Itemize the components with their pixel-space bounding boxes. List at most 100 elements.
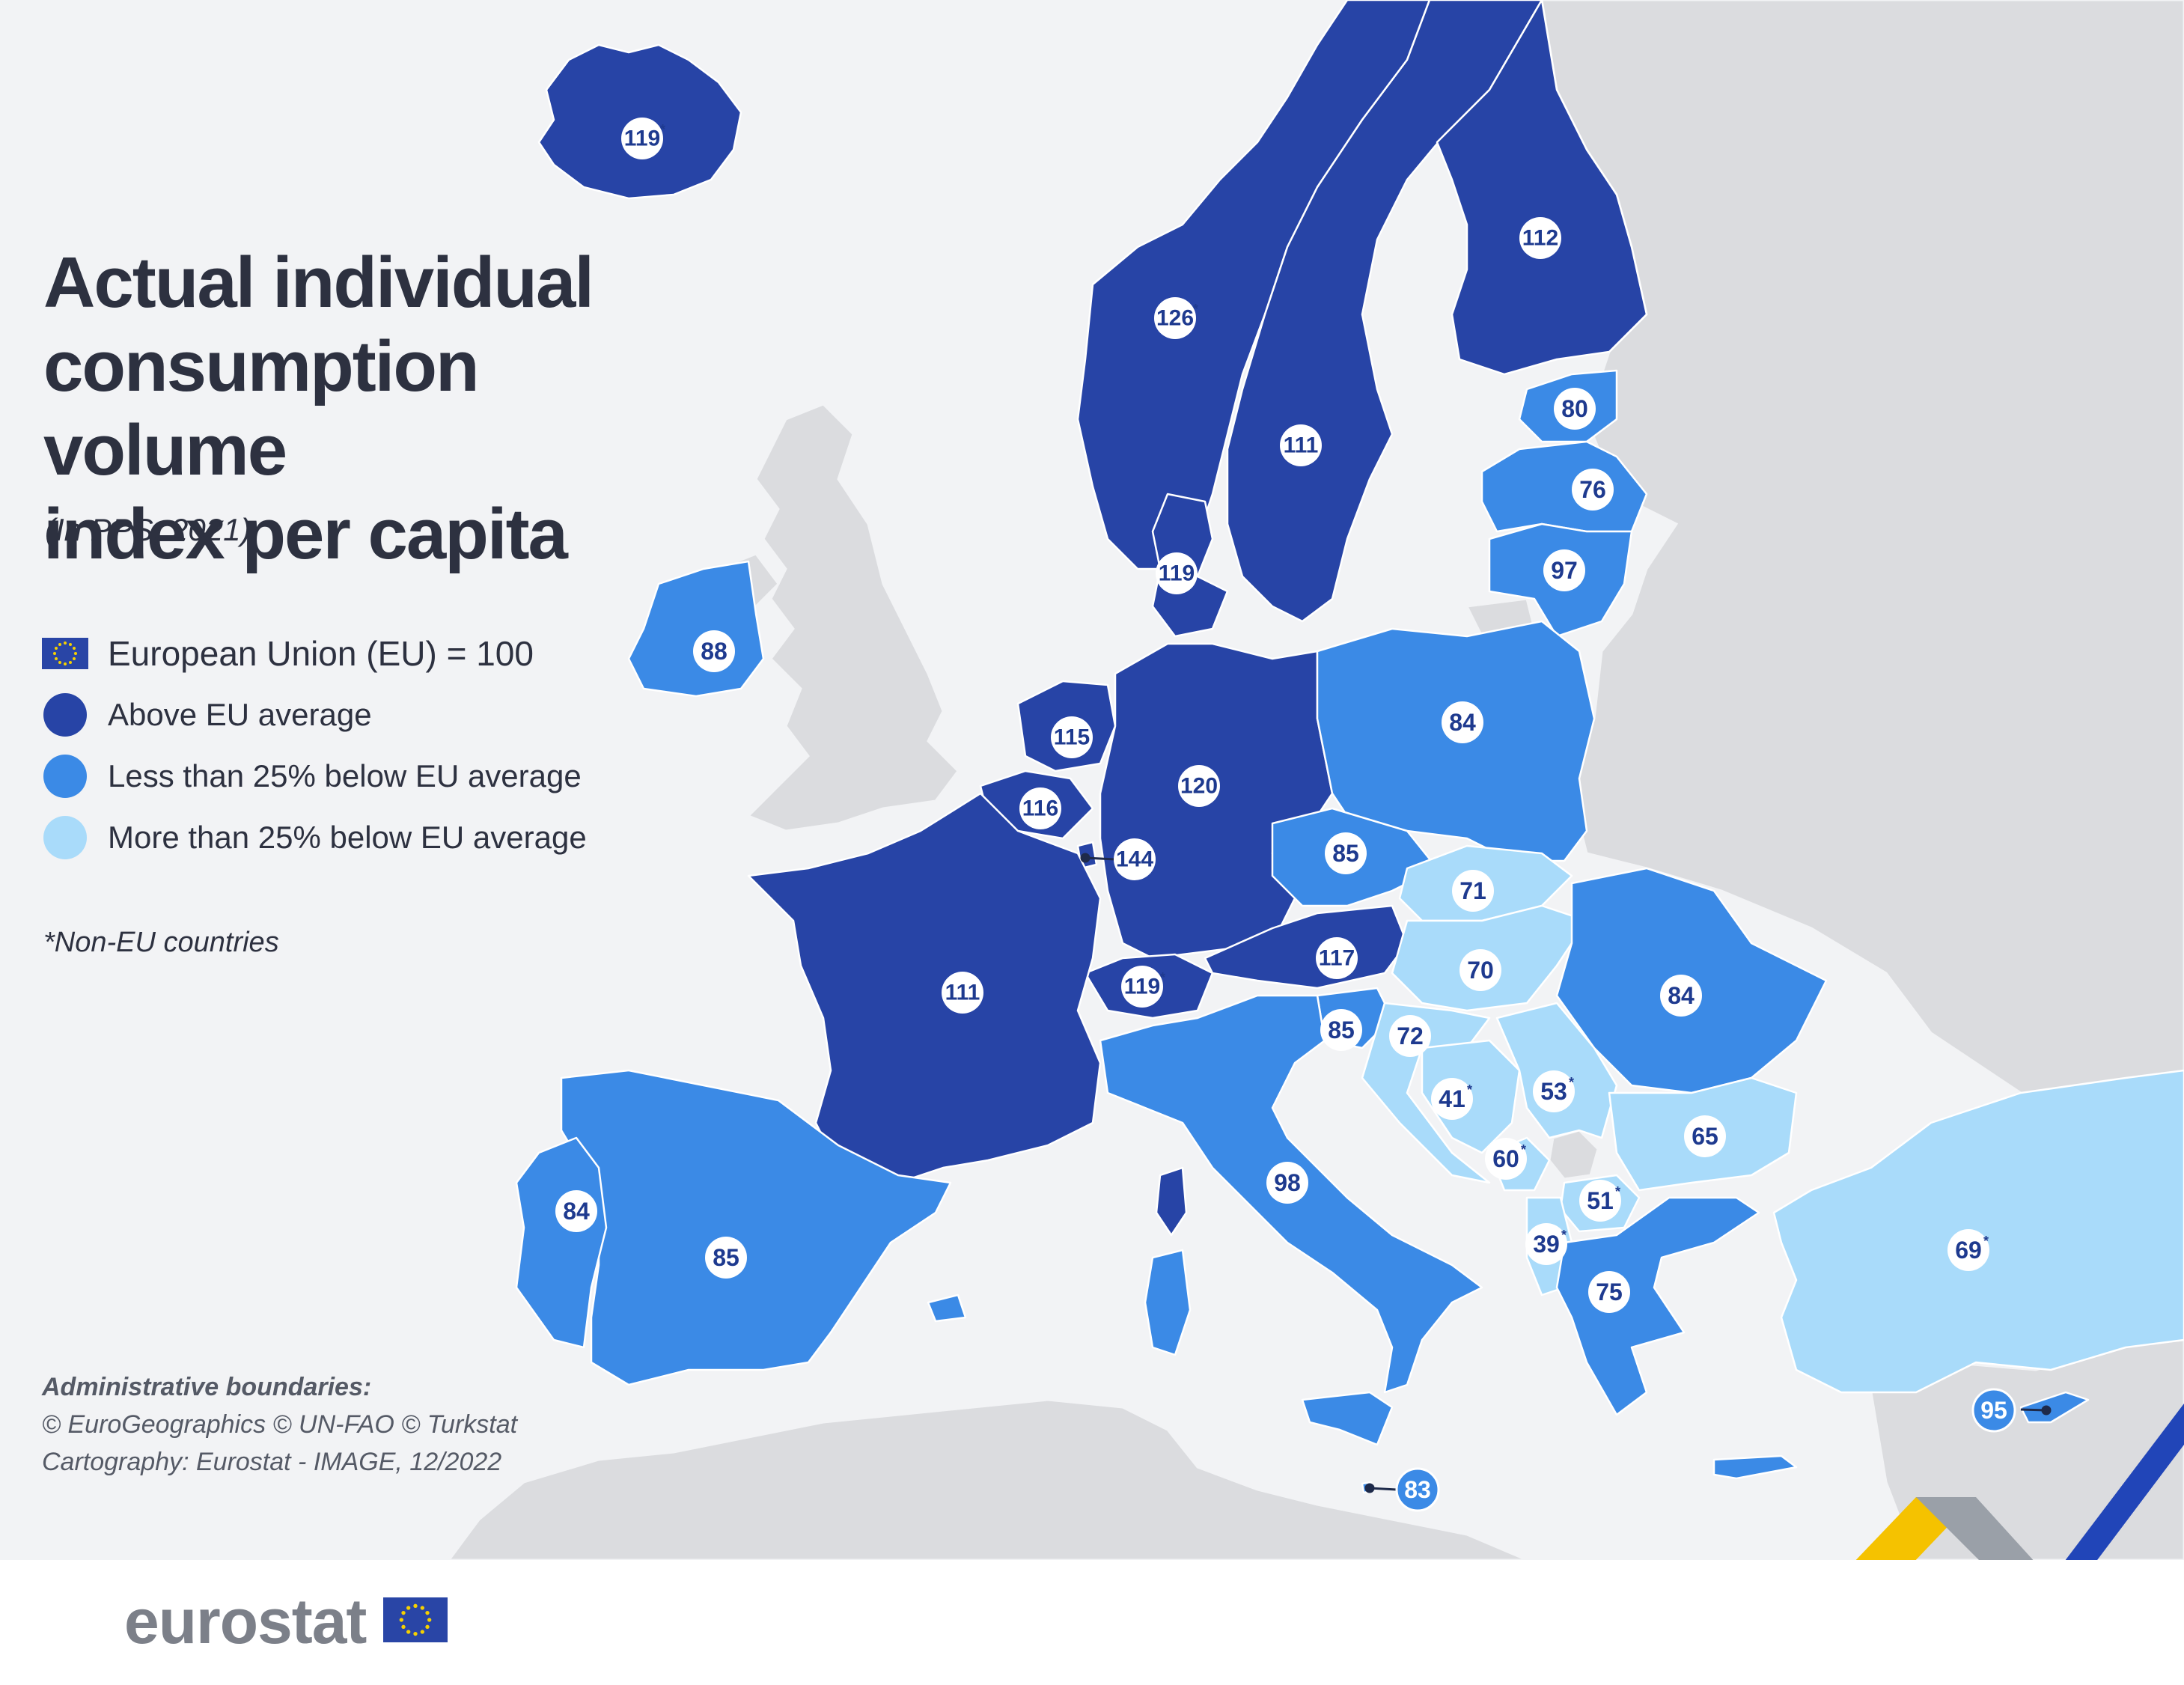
value-label-netherlands: 115 [1054,725,1090,750]
label-badge-lithuania [1543,549,1585,591]
value-labels: 119 *126*11111280769711988115116144120848… [555,118,2016,1512]
country-balearic [927,1294,967,1323]
legend-item-above: Above EU average [42,684,587,746]
country-greece [1555,1196,1760,1416]
value-label-cyprus: 95 [1980,1397,2007,1424]
legend-label-less25: Less than 25% below EU average [108,758,582,793]
label-badge-slovakia [1452,870,1494,912]
value-label-iceland: 119 [624,127,660,151]
label-badge-montenegro [1485,1138,1527,1180]
value-label-lithuania: 97 [1551,557,1578,584]
label-badge-t-rkiye [1947,1229,1989,1271]
value-label-t-rkiye: 69 [1955,1237,1982,1264]
label-badge-malta [1395,1467,1440,1512]
value-label-france: 111 [945,981,980,1005]
non-eu-star-north-macedonia: * [1615,1184,1620,1199]
value-label-denmark: 119 [1159,561,1195,586]
label-badge-switzerland [1121,966,1163,1008]
title-line-1: Actual individual [43,243,594,323]
value-label-slovakia: 71 [1459,877,1486,904]
label-badge-spain [705,1237,747,1279]
value-label-poland: 84 [1449,709,1476,736]
label-badge-portugal [555,1190,597,1232]
label-badge-romania [1660,975,1702,1017]
value-label-serbia: 53 [1540,1078,1567,1105]
label-badge-austria [1316,937,1358,979]
non-covered-land [447,0,2184,1561]
value-label-romania: 84 [1668,982,1695,1009]
non-eu-star-albania: * [1561,1228,1567,1243]
country-sweden [1226,0,1543,623]
value-label-estonia: 80 [1561,395,1588,422]
eurostat-stars-icon [399,1603,432,1636]
value-label-czechia: 85 [1332,840,1359,867]
country-portugal [515,1136,608,1349]
country-corsica [1155,1166,1188,1237]
label-badge-norway [1154,297,1196,339]
label-badge-italy [1266,1162,1308,1204]
country-germany [1099,642,1334,960]
legend-eu-row: European Union (EU) = 100 [42,623,587,684]
country-turkey [1772,1069,2184,1394]
credits-line-2: Cartography: Eurostat - IMAGE, 12/2022 [42,1448,502,1476]
country-finland [1436,0,1648,376]
value-label-greece: 75 [1596,1279,1623,1305]
country-sicily [1301,1391,1394,1446]
value-label-montenegro: 60 [1492,1145,1519,1172]
legend-dot-less25 [43,755,87,798]
eu-stars-icon [53,642,77,665]
country-crete [1712,1454,1798,1480]
label-badge-albania [1525,1223,1567,1265]
label-badge-sweden [1280,424,1322,466]
label-badge-germany [1178,765,1220,807]
value-label-ireland: 88 [701,638,728,665]
label-badge-ireland [693,630,735,672]
legend-label-above: Above EU average [108,697,372,732]
label-badge-belgium [1019,787,1061,829]
non-eu-star-serbia: * [1569,1075,1574,1090]
label-badge-greece [1588,1271,1630,1313]
label-badge-cyprus [1971,1388,2016,1433]
legend-eu-label: European Union (EU) = 100 [108,634,534,673]
label-badge-iceland [621,118,663,159]
non-eu-star-iceland: * [660,122,665,137]
non-eu-star-t-rkiye: * [1983,1234,1989,1249]
label-badge-france [942,972,983,1014]
eurostat-flag-icon [383,1597,448,1642]
label-badge-latvia [1572,469,1614,511]
value-label-portugal: 84 [563,1198,590,1225]
value-label-croatia: 72 [1397,1023,1424,1049]
title-line-3: index per capita [43,494,568,574]
value-label-slovenia: 85 [1328,1017,1355,1043]
eu-flag-icon [42,638,88,669]
legend: European Union (EU) = 100 Above EU avera… [42,623,587,868]
map-subtitle: (In PPS, 2021) [45,512,251,547]
value-label-bulgaria: 65 [1692,1123,1718,1150]
credits-line-1: © EuroGeographics © UN-FAO © Turkstat [42,1410,518,1439]
value-label-hungary: 70 [1467,957,1494,984]
non-eu-note: *Non-EU countries [43,927,279,958]
value-label-sweden: 111 [1284,433,1319,458]
title-line-2: consumption volume [43,326,480,490]
value-label-malta: 83 [1404,1476,1431,1503]
country-serbia [1495,1002,1618,1139]
non-eu-star-switzerland: * [1160,970,1165,985]
label-badge-luxembourg [1114,838,1156,880]
value-label-latvia: 76 [1579,476,1606,503]
label-badge-bosnia-and-herzegovina [1431,1078,1473,1120]
credits: Administrative boundaries: © EuroGeograp… [42,1368,517,1481]
legend-item-less25: Less than 25% below EU average [42,746,587,807]
country-cyprus [2019,1391,2090,1424]
country-sardinia [1144,1249,1192,1356]
label-badge-hungary [1459,949,1501,991]
country-ireland [627,560,765,698]
legend-item-more25: More than 25% below EU average [42,807,587,868]
value-label-austria: 117 [1319,946,1355,971]
value-label-albania: 39 [1533,1231,1560,1258]
value-label-spain: 85 [713,1244,739,1271]
map-title: Actual individual consumption volume ind… [43,241,717,576]
value-label-norway: 126 [1156,306,1194,331]
leader-lines [1080,853,2052,1493]
non-eu-star-montenegro: * [1521,1142,1526,1157]
label-badge-czechia [1325,832,1367,874]
